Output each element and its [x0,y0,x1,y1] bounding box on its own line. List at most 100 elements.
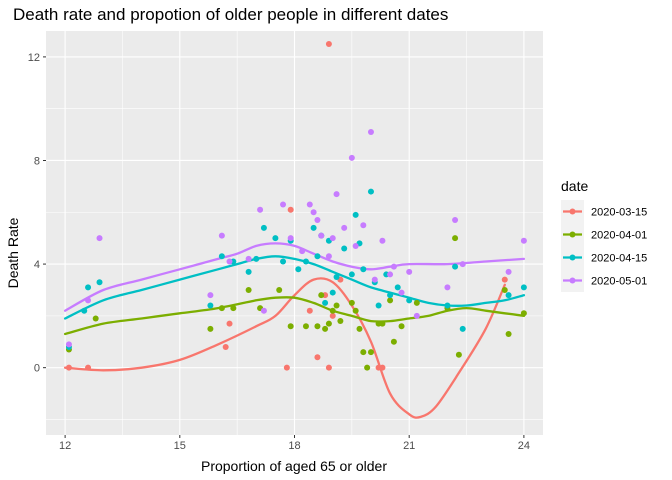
data-point-series-4 [314,217,321,224]
data-point-series-3 [406,297,413,304]
data-point-series-2 [367,349,374,356]
data-point-series-1 [222,343,229,350]
data-point-series-3 [310,224,317,231]
legend-label: 2020-04-15 [591,253,647,265]
data-point-series-4 [371,276,378,283]
data-point-series-2 [356,325,363,332]
data-point-series-2 [230,305,237,312]
data-point-series-2 [413,299,420,306]
data-point-series-3 [360,266,367,273]
data-point-series-4 [406,268,413,275]
data-point-series-2 [207,325,214,332]
legend-key-point [569,231,576,238]
data-point-series-2 [322,325,329,332]
legend-key-point [569,277,576,284]
legend-label: 2020-04-01 [591,230,647,242]
data-point-series-3 [218,253,225,260]
data-point-series-4 [65,341,72,348]
data-point-series-4 [325,253,332,260]
data-point-series-2 [318,292,325,299]
data-point-series-1 [306,307,313,314]
data-point-series-4 [459,261,466,268]
data-point-series-2 [520,310,527,317]
data-point-series-4 [96,235,103,242]
scatter-points [65,40,527,371]
data-point-series-3 [367,188,374,195]
data-point-series-4 [280,201,287,208]
x-axis-title: Proportion of aged 65 or older [201,458,387,474]
data-point-series-2 [505,331,512,337]
data-point-series-3 [302,258,309,265]
data-point-series-3 [260,224,267,231]
data-point-series-4 [452,217,459,224]
data-point-series-3 [85,284,92,291]
data-point-series-4 [218,232,225,239]
data-point-series-4 [387,271,394,278]
y-tick-label: 0 [34,363,40,375]
legend-key-point [569,254,576,261]
data-point-series-2 [302,323,309,330]
data-point-series-4 [260,307,267,314]
data-point-series-3 [375,302,382,309]
y-tick-label: 12 [28,52,40,64]
data-point-series-4 [379,237,386,244]
data-point-series-1 [329,312,336,319]
data-point-series-3 [96,279,103,286]
data-point-series-4 [505,268,512,275]
data-point-series-4 [444,284,451,291]
data-point-series-3 [394,284,401,291]
data-point-series-3 [348,271,355,278]
legend-title: date [561,178,588,194]
data-point-series-1 [226,320,233,327]
data-point-series-3 [352,211,359,218]
data-point-series-3 [272,235,279,242]
data-point-series-4 [207,292,214,299]
grid-major [46,31,543,435]
data-point-series-4 [245,255,252,262]
y-tick-label: 8 [34,155,40,167]
data-point-series-2 [287,323,294,330]
data-point-series-2 [348,299,355,306]
data-point-series-4 [413,312,420,319]
data-point-series-3 [387,292,394,299]
data-point-series-2 [398,323,405,330]
x-tick-label: 24 [518,440,530,452]
x-tick-label: 12 [59,440,71,452]
x-tick-label: 18 [288,440,300,452]
data-point-series-1 [379,364,386,371]
data-point-series-3 [444,302,451,309]
data-point-series-4 [318,232,325,239]
data-point-series-4 [299,248,306,255]
data-point-series-2 [364,364,371,371]
legend-label: 2020-03-15 [591,207,647,219]
data-point-series-2 [337,318,344,325]
data-point-series-2 [92,315,99,322]
x-axis: 12 15 18 21 24 [59,435,530,452]
legend-key-point [569,208,576,215]
data-point-series-2 [452,235,459,242]
data-point-series-4 [329,235,336,242]
data-point-series-3 [520,284,527,291]
data-point-series-2 [379,320,386,327]
data-point-series-3 [329,289,336,296]
data-point-series-2 [390,338,397,345]
data-point-series-4 [398,289,405,296]
data-point-series-1 [287,206,294,213]
data-point-series-2 [329,307,336,314]
data-point-series-1 [283,364,290,371]
data-point-series-4 [257,206,264,213]
data-point-series-4 [360,222,367,229]
y-axis: 0 4 8 12 [28,52,46,375]
data-point-series-1 [501,276,508,283]
smooth-line-series-3 [63,255,526,320]
data-point-series-2 [352,307,359,314]
data-point-series-3 [333,274,340,281]
data-point-series-2 [218,305,225,312]
data-point-series-4 [341,224,348,231]
x-tick-label: 15 [174,440,186,452]
data-point-series-3 [253,255,260,262]
data-point-series-2 [387,297,394,304]
legend: date 2020-03-15 2020-04-01 2020-04-15 2020-… [561,178,647,292]
